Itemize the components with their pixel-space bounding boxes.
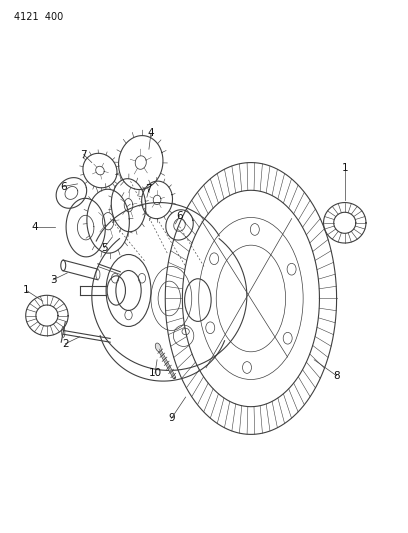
Ellipse shape (155, 343, 161, 352)
Text: 5: 5 (101, 243, 107, 253)
Text: 6: 6 (60, 182, 67, 191)
Text: 4: 4 (31, 222, 38, 231)
Text: 7: 7 (146, 184, 152, 194)
Text: 6: 6 (176, 211, 183, 221)
Text: 7: 7 (80, 150, 87, 159)
Text: 9: 9 (168, 414, 175, 423)
Text: 4: 4 (148, 128, 154, 138)
Text: 8: 8 (333, 371, 340, 381)
Text: 1: 1 (23, 286, 30, 295)
Text: 3: 3 (50, 275, 56, 285)
Text: 2: 2 (62, 339, 69, 349)
Text: 10: 10 (149, 368, 162, 378)
Text: 1: 1 (341, 163, 348, 173)
Text: 4121  400: 4121 400 (14, 12, 64, 22)
